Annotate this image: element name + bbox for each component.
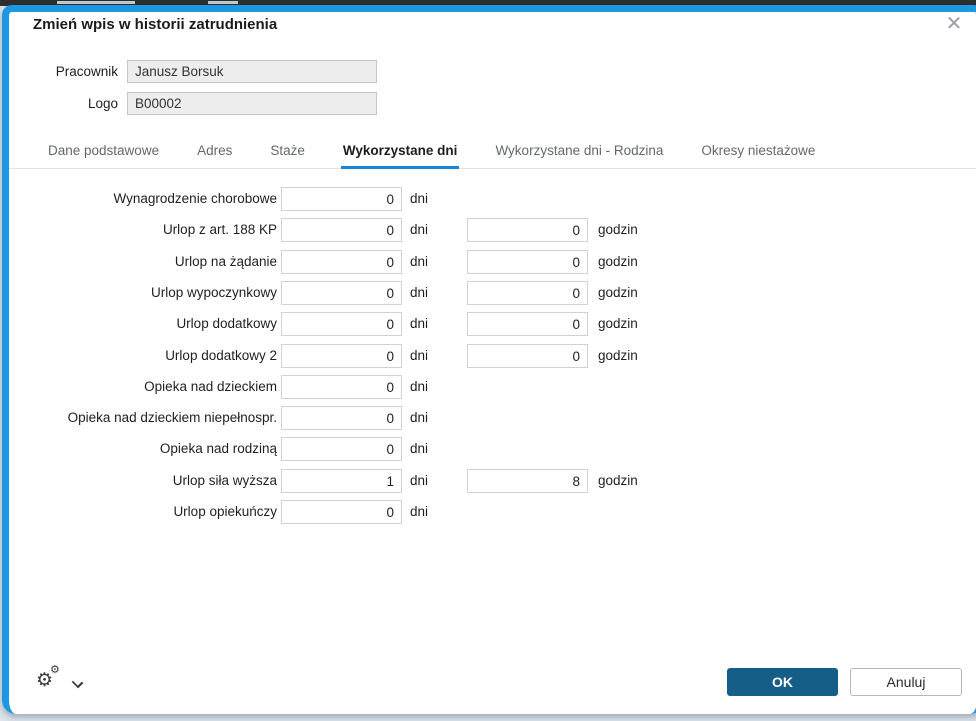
days-input[interactable] <box>281 187 402 211</box>
row-label: Urlop dodatkowy <box>176 316 277 331</box>
form-row: Opieka nad rodziną dni <box>9 437 709 461</box>
days-unit-label: dni <box>410 504 429 519</box>
close-icon[interactable]: ✕ <box>945 13 963 35</box>
settings-menu-button[interactable]: ⚙ ⚙ <box>36 664 96 699</box>
days-input[interactable] <box>281 375 402 399</box>
days-input[interactable] <box>281 344 402 368</box>
days-input[interactable] <box>281 437 402 461</box>
row-label: Urlop siła wyższa <box>172 473 277 488</box>
days-unit-label: dni <box>410 222 429 237</box>
days-unit-label: dni <box>410 316 429 331</box>
row-label: Urlop dodatkowy 2 <box>165 348 277 363</box>
hours-unit-label: godzin <box>598 222 638 237</box>
days-input[interactable] <box>281 406 402 430</box>
employee-field[interactable] <box>127 60 377 83</box>
tab-staże[interactable]: Staże <box>270 143 305 158</box>
row-label: Opieka nad dzieckiem niepełnospr. <box>67 410 277 425</box>
row-label: Urlop na żądanie <box>174 254 277 269</box>
row-label: Urlop z art. 188 KP <box>162 222 277 237</box>
hours-unit-label: godzin <box>598 316 638 331</box>
ok-button[interactable]: OK <box>727 668 838 696</box>
tab-bar: Dane podstawowe Adres Staże Wykorzystane dn… <box>9 139 976 169</box>
background-artifact <box>208 1 238 4</box>
days-input[interactable] <box>281 281 402 305</box>
days-input[interactable] <box>281 218 402 242</box>
days-input[interactable] <box>281 250 402 274</box>
days-unit-label: dni <box>410 191 429 206</box>
form-row: Wynagrodzenie chorobowe dni <box>9 187 709 211</box>
tab-dane-podstawowe[interactable]: Dane podstawowe <box>48 143 160 158</box>
row-label: Wynagrodzenie chorobowe <box>113 191 277 206</box>
tab-wykorzystane-dni-rodzina[interactable]: Wykorzystane dni - Rodzina <box>495 143 664 158</box>
hours-input[interactable] <box>467 344 588 368</box>
form-row: Urlop siła wyższa dni godzin <box>9 469 709 493</box>
employment-history-dialog: Zmień wpis w historii zatrudnienia ✕ Pra… <box>2 5 976 714</box>
hours-unit-label: godzin <box>598 254 638 269</box>
background-window-strip <box>0 0 976 6</box>
gear-small-icon: ⚙ <box>50 664 60 676</box>
days-unit-label: dni <box>410 473 429 488</box>
form-row: Urlop dodatkowy dni godzin <box>9 312 709 336</box>
hours-unit-label: godzin <box>598 348 638 363</box>
row-label: Opieka nad rodziną <box>159 441 277 456</box>
form-row: Opieka nad dzieckiem dni <box>9 375 709 399</box>
form-row: Urlop z art. 188 KP dni godzin <box>9 218 709 242</box>
tab-wykorzystane-dni[interactable]: Wykorzystane dni <box>340 139 460 169</box>
cancel-button[interactable]: Anuluj <box>850 668 962 696</box>
days-unit-label: dni <box>410 379 429 394</box>
form-row: Urlop na żądanie dni godzin <box>9 250 709 274</box>
days-input[interactable] <box>281 500 402 524</box>
employee-label: Pracownik <box>55 64 118 79</box>
hours-input[interactable] <box>467 250 588 274</box>
row-label: Urlop opiekuńczy <box>173 504 277 519</box>
hours-input[interactable] <box>467 312 588 336</box>
logo-field[interactable] <box>127 92 377 115</box>
form-row: Urlop dodatkowy 2 dni godzin <box>9 344 709 368</box>
hours-input[interactable] <box>467 469 588 493</box>
logo-label: Logo <box>87 96 118 111</box>
gear-icon: ⚙ <box>36 670 54 691</box>
row-label: Opieka nad dzieckiem <box>144 379 277 394</box>
tab-adres[interactable]: Adres <box>197 143 233 158</box>
chevron-down-icon <box>71 676 84 689</box>
hours-unit-label: godzin <box>598 285 638 300</box>
hours-unit-label: godzin <box>598 473 638 488</box>
form-row: Urlop opiekuńczy dni <box>9 500 709 524</box>
days-unit-label: dni <box>410 441 429 456</box>
hours-input[interactable] <box>467 281 588 305</box>
days-unit-label: dni <box>410 410 429 425</box>
form-row: Opieka nad dzieckiem niepełnospr. dni <box>9 406 709 430</box>
hours-input[interactable] <box>467 218 588 242</box>
days-unit-label: dni <box>410 285 429 300</box>
days-input[interactable] <box>281 312 402 336</box>
form-row: Urlop wypoczynkowy dni godzin <box>9 281 709 305</box>
days-unit-label: dni <box>410 348 429 363</box>
days-unit-label: dni <box>410 254 429 269</box>
days-input[interactable] <box>281 469 402 493</box>
tab-okresy-niestażowe[interactable]: Okresy niestażowe <box>701 143 816 158</box>
background-artifact <box>57 1 135 4</box>
dialog-title: Zmień wpis w historii zatrudnienia <box>33 16 278 33</box>
used-days-form: Wynagrodzenie chorobowedniUrlop z art. 1… <box>9 12 976 552</box>
row-label: Urlop wypoczynkowy <box>150 285 277 300</box>
